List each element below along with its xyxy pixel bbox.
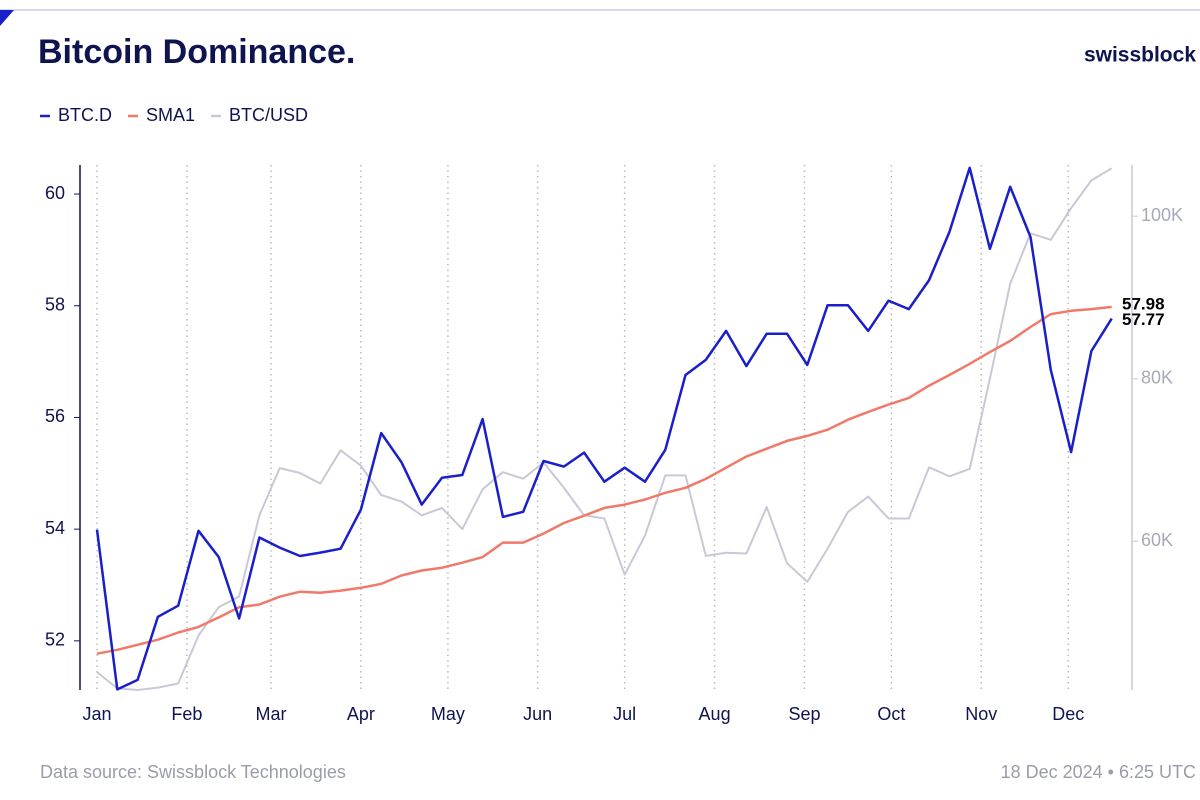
series-line: [95, 166, 1113, 691]
y-tick-label: 60: [45, 183, 65, 203]
x-tick-label: Oct: [877, 704, 905, 724]
x-tick-label: Nov: [965, 704, 997, 724]
x-tick-label: Feb: [171, 704, 202, 724]
x-tick-label: Dec: [1052, 704, 1084, 724]
x-tick-label: Jun: [523, 704, 552, 724]
legend-label: BTC.D: [58, 105, 112, 125]
x-tick-label: Jan: [83, 704, 112, 724]
legend-label: BTC/USD: [229, 105, 308, 125]
series-line: [96, 305, 1112, 655]
x-tick-label: Aug: [699, 704, 731, 724]
y2-tick-label: 100K: [1141, 205, 1183, 225]
y-tick-label: 56: [45, 406, 65, 426]
end-label: 57.98: [1122, 294, 1165, 313]
end-label: 57.77: [1122, 310, 1165, 329]
y2-tick-label: 60K: [1141, 530, 1173, 550]
brand: swissblock: [1084, 44, 1196, 67]
x-tick-label: Apr: [347, 704, 375, 724]
chart-title: Bitcoin Dominance.: [38, 33, 355, 71]
x-tick-label: Sep: [788, 704, 820, 724]
legend-label: SMA1: [146, 105, 195, 125]
source: Data source: Swissblock Technologies: [40, 762, 346, 782]
x-tick-label: Mar: [255, 704, 286, 724]
y-tick-label: 54: [45, 518, 65, 538]
y2-tick-label: 80K: [1141, 367, 1173, 387]
series-line: [96, 167, 1113, 691]
x-tick-label: Jul: [613, 704, 636, 724]
y-tick-label: 58: [45, 294, 65, 314]
x-tick-label: May: [431, 704, 465, 724]
y-tick-label: 52: [45, 630, 65, 650]
corner-mark: [0, 10, 14, 26]
timestamp: 18 Dec 2024 • 6:25 UTC: [1001, 762, 1196, 782]
